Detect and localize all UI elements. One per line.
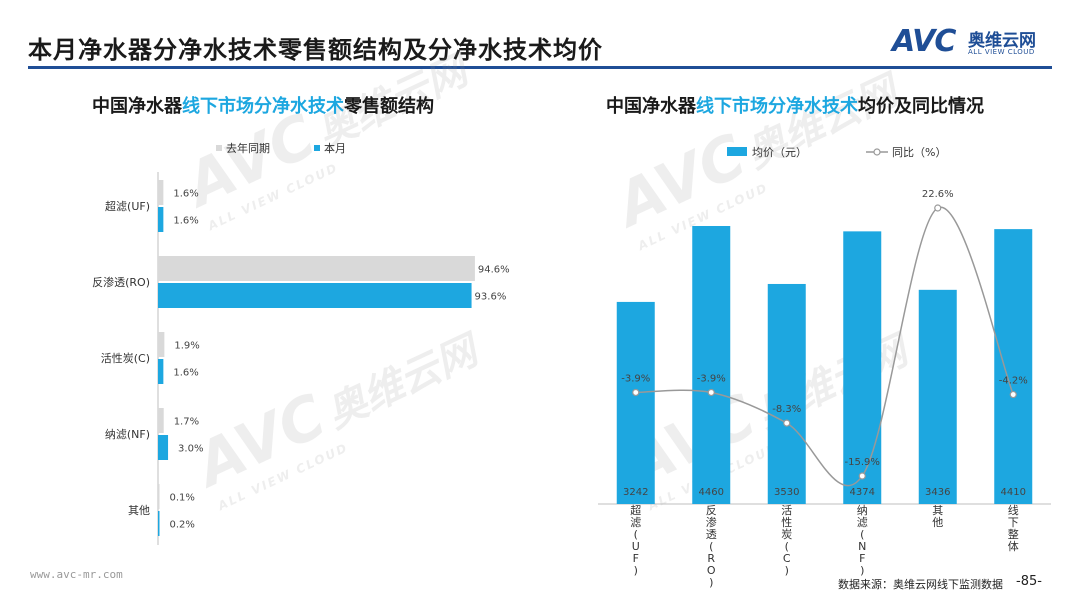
bar-avg-price [994,229,1033,505]
yoy-point [1009,390,1017,399]
data-label-last-year: 94.6% [478,265,510,276]
bar-current [158,207,164,232]
bar-current [158,435,169,460]
data-label-current: 1.6% [173,216,198,227]
legend-marker-yoy [873,148,881,156]
data-label-price: 3436 [925,487,950,498]
data-label-current: 3.0% [178,444,203,455]
y-tick-label: 活性炭(C) [101,351,150,365]
bar-last-year [158,408,164,433]
data-label-price: 4374 [850,487,875,498]
bar-avg-price [843,231,882,504]
bar-last-year [158,180,164,205]
bar-avg-price [616,301,655,504]
data-label-yoy: -4.2% [999,376,1028,387]
bar-current [158,359,164,384]
yoy-point [707,388,715,397]
data-label-price: 3242 [623,487,648,498]
x-tick-label: 纳滤(N F) [857,504,868,577]
x-tick-label: 超滤(U F) [630,503,641,577]
legend-label-last-year: 去年同期 [226,141,270,155]
x-tick-label: 线下整体 [1008,503,1019,553]
avc-logo: AVC 奥维云网 ALL VIEW CLOUD [892,24,1062,64]
avg-price-chart: 均价（元） 同比（%） 3242 超滤(U F) 4460 反渗透(R O) 3530 活性炭(C… [598,146,1051,589]
logo-cn-text: 奥维云网 [968,31,1036,51]
x-tick-label: 活性炭(C) [781,504,792,577]
data-label-price: 4410 [1001,487,1026,498]
logo-mark: AVC [892,24,956,59]
data-label-current: 1.6% [173,368,198,379]
bar-avg-price [692,226,731,504]
yoy-point [934,204,942,212]
y-tick-label: 其他 [128,504,150,517]
title-rule [28,66,1052,69]
footer-source: 数据来源：奥维云网线下监测数据 [838,578,1003,591]
data-label-yoy: -8.3% [772,404,801,415]
logo-en-text: ALL VIEW CLOUD [968,48,1035,56]
data-label-last-year: 1.9% [174,341,199,352]
right-chart-title: 中国净水器线下市场分净水技术均价及同比情况 [606,96,984,117]
y-tick-label: 反渗透(RO) [92,275,150,289]
footer-url[interactable]: www.avc-mr.com [30,568,123,581]
bar-last-year [158,484,160,509]
data-label-yoy: -15.9% [845,457,880,468]
bar-avg-price [767,283,806,504]
yoy-point [632,388,640,397]
page-number: -85- [1016,574,1042,589]
left-chart-title: 中国净水器线下市场分净水技术零售额结构 [92,96,434,117]
data-label-last-year: 1.7% [174,417,199,428]
x-tick-label: 反渗透(R O) [706,504,717,589]
legend-swatch-current [314,145,320,151]
data-label-yoy: -3.9% [697,373,726,384]
data-label-price: 3530 [774,487,799,498]
legend-label-yoy: 同比（%） [892,146,946,159]
yoy-point [783,419,791,427]
y-tick-label: 超滤(UF) [105,199,150,213]
data-label-current: 93.6% [475,292,507,303]
data-label-yoy: -3.9% [621,373,650,384]
x-tick-label: 其他 [932,504,943,529]
bar-last-year [158,332,165,357]
bar-current [158,511,160,536]
legend-swatch-price [727,147,747,156]
legend-swatch-last-year [216,145,222,151]
legend-label-price: 均价（元） [752,146,807,159]
data-label-last-year: 1.6% [173,189,198,200]
bar-last-year [158,256,475,281]
data-label-price: 4460 [699,487,724,498]
yoy-point [858,472,866,480]
data-label-current: 0.2% [170,520,195,531]
bar-current [158,283,472,308]
data-label-last-year: 0.1% [170,493,195,504]
bar-avg-price [918,289,957,504]
y-tick-label: 纳滤(NF) [105,428,150,441]
page-title: 本月净水器分净水技术零售额结构及分净水技术均价 [28,36,603,64]
data-label-yoy: 22.6% [922,189,954,200]
legend-label-current: 本月 [324,141,346,155]
